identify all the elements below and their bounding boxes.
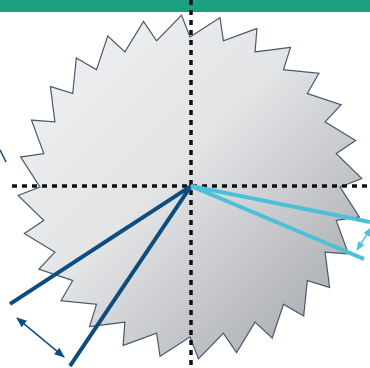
double-headed-arrow-icon [356, 227, 370, 251]
light-radial-line-lower [190, 184, 365, 261]
double-headed-arrow-icon [16, 317, 65, 358]
dark-radial-line-inner [68, 184, 193, 368]
left-edge-tick [0, 149, 7, 163]
header-bar [0, 0, 370, 12]
light-radial-line-upper [190, 184, 370, 224]
dark-radial-line-outer [8, 184, 193, 306]
